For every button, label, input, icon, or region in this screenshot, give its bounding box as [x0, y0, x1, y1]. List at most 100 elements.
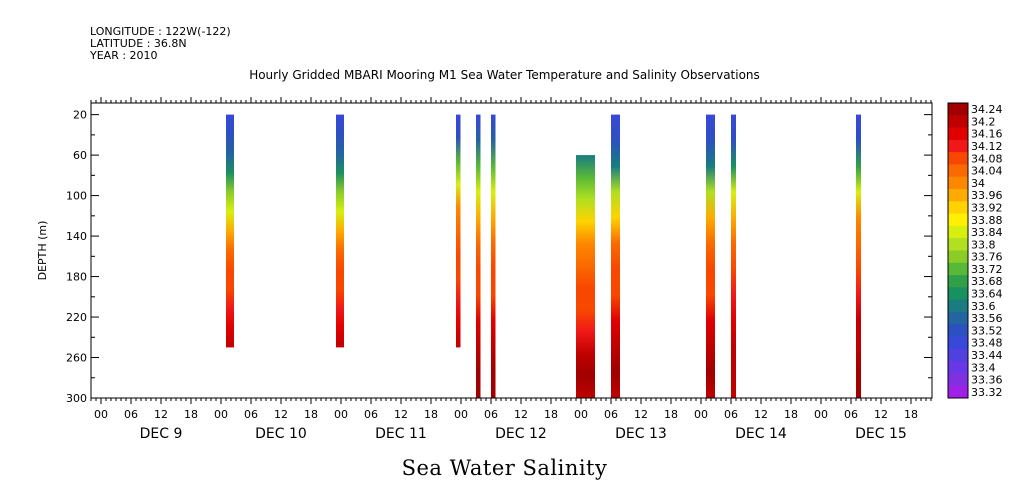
colorbar-swatch — [948, 176, 968, 190]
colorbar-swatch — [948, 373, 968, 387]
x-tick-label: 06 — [364, 408, 378, 421]
y-tick-label: 180 — [66, 271, 87, 284]
colorbar-label: 33.32 — [971, 386, 1003, 399]
x-tick-label: 12 — [514, 408, 528, 421]
colorbar-label: 33.56 — [971, 312, 1003, 325]
salinity-column — [226, 114, 234, 348]
colorbar-label: 34.24 — [971, 103, 1003, 116]
colorbar-swatch — [948, 287, 968, 301]
colorbar-label: 34.08 — [971, 152, 1003, 165]
colorbar-swatch — [948, 311, 968, 325]
colorbar-swatch — [948, 385, 968, 399]
colorbar-swatch — [948, 189, 968, 202]
x-tick-label: 12 — [274, 408, 288, 421]
y-tick-label: 60 — [73, 149, 87, 162]
colorbar-label: 33.6 — [971, 300, 996, 313]
salinity-column — [336, 114, 344, 348]
colorbar-swatch — [948, 324, 968, 337]
colorbar-swatch — [948, 262, 968, 276]
x-tick-label: 12 — [154, 408, 168, 421]
colorbar-label: 33.84 — [971, 226, 1003, 239]
colorbar-label: 34 — [971, 177, 985, 190]
salinity-column — [731, 114, 736, 398]
colorbar-label: 33.96 — [971, 189, 1003, 202]
colorbar-swatch — [948, 238, 968, 251]
colorbar-label: 34.04 — [971, 165, 1003, 178]
x-tick-label: 00 — [814, 408, 828, 421]
y-tick-label: 260 — [66, 352, 87, 365]
x-tick-label: 18 — [904, 408, 918, 421]
x-day-label: DEC 9 — [140, 426, 183, 442]
data-columns — [226, 114, 861, 398]
latitude-label: LATITUDE : 36.8N — [90, 37, 187, 50]
colorbar-label: 33.64 — [971, 288, 1003, 301]
salinity-column — [576, 155, 595, 398]
colorbar-label: 33.36 — [971, 374, 1003, 387]
x-tick-label: 00 — [214, 408, 228, 421]
colorbar-swatch — [948, 127, 968, 141]
salinity-column — [611, 114, 620, 398]
colorbar-swatch — [948, 139, 968, 153]
colorbar-label: 34.16 — [971, 128, 1003, 141]
colorbar-swatch — [948, 164, 968, 178]
x-tick-label: 18 — [304, 408, 318, 421]
colorbar-frame — [947, 102, 969, 399]
colorbar-label: 33.88 — [971, 214, 1003, 227]
colorbar-swatch — [948, 275, 968, 288]
x-tick-label: 06 — [244, 408, 258, 421]
colorbar-legend: 34.2434.234.1634.1234.0834.043433.9633.9… — [947, 102, 1003, 399]
colorbar-swatch — [948, 336, 968, 350]
x-tick-label: 18 — [784, 408, 798, 421]
x-day-label: DEC 13 — [615, 426, 667, 442]
longitude-label: LONGITUDE : 122W(-122) — [90, 25, 231, 38]
colorbar-label: 33.48 — [971, 337, 1003, 350]
x-tick-label: 06 — [124, 408, 138, 421]
x-tick-label: 00 — [694, 408, 708, 421]
x-tick-label: 00 — [574, 408, 588, 421]
chart-title: Hourly Gridded MBARI Mooring M1 Sea Wate… — [249, 68, 760, 82]
colorbar-label: 33.52 — [971, 324, 1003, 337]
x-tick-label: 00 — [454, 408, 468, 421]
y-tick-label: 220 — [66, 311, 87, 324]
colorbar-swatch — [948, 201, 968, 215]
colorbar-label: 34.2 — [971, 115, 996, 128]
salinity-column — [476, 114, 481, 398]
x-day-label: DEC 14 — [735, 426, 787, 442]
x-axis: 00 06 12 18 00 06 12 18 00 06 12 18 00 06 12 18 00 06 12 18… — [90, 97, 932, 442]
year-label: YEAR : 2010 — [90, 49, 158, 62]
colorbar-label: 33.72 — [971, 263, 1003, 276]
colorbar-swatch — [948, 348, 968, 362]
salinity-column — [491, 114, 496, 398]
colorbar-label: 33.76 — [971, 251, 1003, 264]
x-tick-label: 18 — [664, 408, 678, 421]
y-axis: 20 60 100 140 180 220 260 300 — [66, 109, 932, 405]
plot-frame — [90, 102, 933, 399]
colorbar-swatch — [948, 213, 968, 227]
x-tick-label: 12 — [754, 408, 768, 421]
x-tick-label: 06 — [604, 408, 618, 421]
colorbar-label: 33.8 — [971, 238, 996, 251]
colorbar-swatch — [948, 152, 968, 165]
colorbar-swatch — [948, 115, 968, 128]
colorbar-swatch — [948, 103, 968, 116]
y-tick-label: 100 — [66, 190, 87, 203]
x-day-label: DEC 11 — [375, 426, 427, 442]
y-axis-label: DEPTH (m) — [36, 221, 49, 281]
y-tick-label: 140 — [66, 230, 87, 243]
colorbar-swatch — [948, 225, 968, 239]
x-tick-label: 12 — [634, 408, 648, 421]
x-day-label: DEC 12 — [495, 426, 547, 442]
x-tick-label: 06 — [844, 408, 858, 421]
x-tick-label: 12 — [874, 408, 888, 421]
x-tick-label: 00 — [94, 408, 108, 421]
x-tick-label: 18 — [184, 408, 198, 421]
salinity-column — [456, 114, 461, 348]
salinity-column — [856, 114, 861, 398]
x-tick-label: 18 — [424, 408, 438, 421]
colorbar-label: 33.92 — [971, 202, 1003, 215]
y-tick-label: 20 — [73, 109, 87, 122]
salinity-column — [706, 114, 715, 398]
colorbar-label: 34.12 — [971, 140, 1003, 153]
x-tick-label: 00 — [334, 408, 348, 421]
